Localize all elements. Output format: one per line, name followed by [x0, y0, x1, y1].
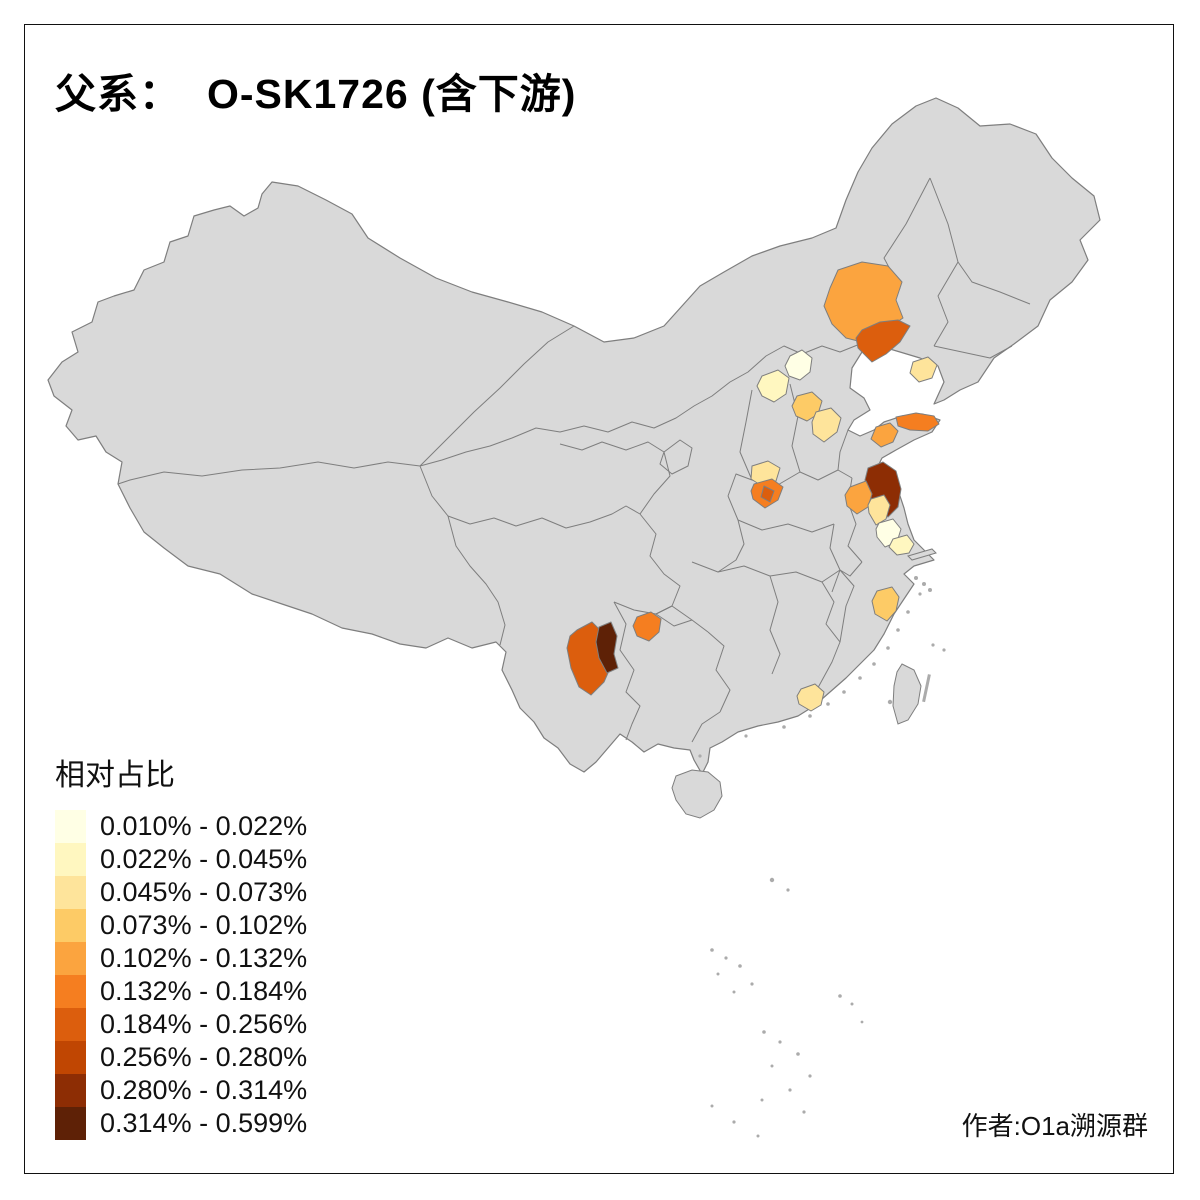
- title-prefix: 父系：: [55, 71, 181, 117]
- legend-title: 相对占比: [55, 759, 175, 792]
- choropleth-regions: [566, 261, 940, 712]
- map-region: [595, 621, 619, 674]
- legend-row: 0.184% - 0.256%: [55, 1008, 307, 1041]
- legend-color-swatch: [55, 975, 86, 1008]
- legend-color-swatch: [55, 876, 86, 909]
- legend-range-label: 0.045% - 0.073%: [100, 877, 308, 907]
- legend-row: 0.010% - 0.022%: [55, 810, 307, 843]
- legend-color-swatch: [55, 810, 86, 843]
- map-region: [796, 683, 825, 712]
- legend-row: 0.314% - 0.599%: [55, 1107, 307, 1140]
- legend-range-label: 0.132% - 0.184%: [100, 976, 308, 1006]
- map-region: [756, 369, 790, 403]
- legend-color-swatch: [55, 843, 86, 876]
- legend-row: 0.280% - 0.314%: [55, 1074, 307, 1107]
- legend-range-label: 0.280% - 0.314%: [100, 1075, 308, 1105]
- legend-rows: 0.010% - 0.022% 0.022% - 0.045% 0.045% -…: [55, 810, 307, 1140]
- legend-color-swatch: [55, 942, 86, 975]
- legend-range-label: 0.184% - 0.256%: [100, 1009, 308, 1039]
- map-legend: 相对占比 0.010% - 0.022% 0.022% - 0.045% 0.0…: [55, 750, 307, 1140]
- legend-row: 0.102% - 0.132%: [55, 942, 307, 975]
- legend-range-label: 0.073% - 0.102%: [100, 910, 308, 940]
- hainan-island: [671, 769, 723, 819]
- legend-range-label: 0.256% - 0.280%: [100, 1042, 308, 1072]
- legend-range-label: 0.102% - 0.132%: [100, 943, 308, 973]
- legend-range-label: 0.314% - 0.599%: [100, 1108, 308, 1138]
- map-region: [760, 485, 775, 503]
- legend-color-swatch: [55, 1107, 86, 1140]
- legend-row: 0.132% - 0.184%: [55, 975, 307, 1008]
- map-region: [855, 319, 911, 363]
- islands: [671, 548, 937, 819]
- island-specks: [698, 576, 946, 1138]
- map-region: [784, 349, 813, 381]
- legend-row: 0.022% - 0.045%: [55, 843, 307, 876]
- title-main: O-SK1726 (含下游): [207, 71, 577, 117]
- author-credit: 作者:O1a溯源群: [961, 1111, 1148, 1141]
- legend-row: 0.045% - 0.073%: [55, 876, 307, 909]
- map-region: [632, 611, 662, 642]
- legend-color-swatch: [55, 1041, 86, 1074]
- legend-row: 0.073% - 0.102%: [55, 909, 307, 942]
- map-region: [811, 407, 842, 443]
- river-mouth-island: [907, 548, 937, 561]
- legend-color-swatch: [55, 1074, 86, 1107]
- map-region: [870, 422, 899, 448]
- map-region: [895, 412, 940, 432]
- map-region: [909, 356, 938, 383]
- province-borders: [117, 177, 1031, 743]
- legend-range-label: 0.022% - 0.045%: [100, 844, 308, 874]
- legend-color-swatch: [55, 1008, 86, 1041]
- map-region: [791, 391, 823, 422]
- legend-range-label: 0.010% - 0.022%: [100, 811, 308, 841]
- map-region: [888, 534, 915, 556]
- legend-color-swatch: [55, 909, 86, 942]
- map-region: [844, 480, 873, 515]
- taiwan-island: [892, 663, 922, 725]
- legend-row: 0.256% - 0.280%: [55, 1041, 307, 1074]
- map-region: [871, 586, 900, 622]
- page-title: 父系： O-SK1726 (含下游): [55, 60, 576, 120]
- mainland-outline: [47, 97, 1101, 775]
